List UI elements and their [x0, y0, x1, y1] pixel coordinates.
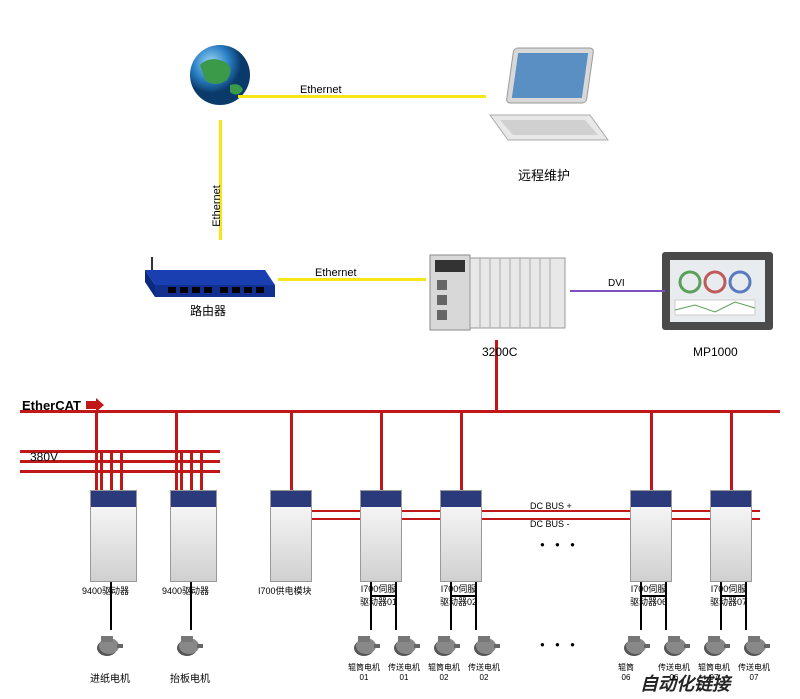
dvi-ctrl-hmi — [570, 290, 665, 292]
ecat-d6 — [650, 410, 653, 490]
motor-roll06 — [622, 630, 652, 665]
drive-i700-06 — [630, 490, 672, 582]
label-dvi: DVI — [608, 278, 625, 289]
label-motor-roll01: 辊筒电机 01 — [348, 662, 380, 682]
motor-roll07 — [702, 630, 732, 665]
label-ethernet-2: Ethernet — [211, 185, 223, 227]
ellipsis-dots: ● ● ● — [540, 540, 579, 549]
label-i700-srv01: I700伺服 驱动器01 — [360, 582, 397, 608]
380-v1a — [100, 450, 103, 490]
label-dcbus-pos: DC BUS + — [530, 501, 572, 511]
drive-i700-02 — [440, 490, 482, 582]
label-motor-lift: 抬板电机 — [170, 670, 210, 685]
motor-roll02 — [432, 630, 462, 665]
label-i700-srv02: I700伺服 驱动器02 — [440, 582, 477, 608]
label-ethernet-1: Ethernet — [300, 84, 342, 96]
label-3200c: 3200C — [482, 345, 517, 359]
label-remote: 远程维护 — [518, 165, 570, 184]
label-9400-b: 9400驱动器 — [162, 584, 209, 597]
router-icon — [140, 255, 280, 300]
eth-globe-laptop — [238, 95, 486, 98]
ellipsis-dots: ● ● ● — [540, 640, 579, 649]
380-v2b — [190, 450, 193, 490]
label-9400-a: 9400驱动器 — [82, 584, 129, 597]
laptop-icon — [480, 40, 610, 150]
drive-9400-a — [90, 490, 137, 582]
label-ethercat: EtherCAT — [22, 398, 81, 413]
label-motor-roll06: 辊筒 06 — [618, 662, 634, 682]
motor-conv01 — [392, 630, 422, 665]
motor-lift — [175, 630, 205, 665]
globe-icon — [185, 40, 255, 110]
ecat-d7 — [730, 410, 733, 490]
ecat-d4 — [380, 410, 383, 490]
label-motor-feed: 进纸电机 — [90, 670, 130, 685]
label-mp1000: MP1000 — [693, 345, 738, 359]
motor-roll01 — [352, 630, 382, 665]
label-motor-conv02: 传送电机 02 — [468, 662, 500, 682]
ecat-horiz — [20, 410, 780, 413]
380-v1c — [120, 450, 123, 490]
drive-i700-psu — [270, 490, 312, 582]
drive-9400-b — [170, 490, 217, 582]
label-ethernet-3: Ethernet — [315, 267, 357, 279]
ethercat-logo-icon — [86, 398, 104, 412]
label-dcbus-neg: DC BUS - — [530, 519, 570, 529]
380-v2c — [200, 450, 203, 490]
ecat-d5 — [460, 410, 463, 490]
label-motor-conv01: 传送电机 01 — [388, 662, 420, 682]
380-v2a — [180, 450, 183, 490]
label-i700-psu: I700供电模块 — [258, 584, 312, 597]
drive-i700-01 — [360, 490, 402, 582]
motor-conv06 — [662, 630, 692, 665]
380-v1b — [110, 450, 113, 490]
motor-conv02 — [472, 630, 502, 665]
label-380v: 380V — [30, 450, 58, 464]
label-motor-conv07: 传送电机 07 — [738, 662, 770, 682]
motor-conv07 — [742, 630, 772, 665]
label-i700-srv06: I700伺服 驱动器06 — [630, 582, 667, 608]
ecat-d3 — [290, 410, 293, 490]
hmi-mp1000-icon — [660, 250, 775, 335]
watermark-text: 自动化链接 — [640, 670, 730, 696]
controller-3200c-icon — [425, 240, 570, 340]
motor-feed — [95, 630, 125, 665]
label-i700-srv07: I700伺服 驱动器07 — [710, 582, 747, 608]
drive-i700-07 — [710, 490, 752, 582]
label-router: 路由器 — [190, 302, 226, 319]
label-motor-roll02: 辊筒电机 02 — [428, 662, 460, 682]
